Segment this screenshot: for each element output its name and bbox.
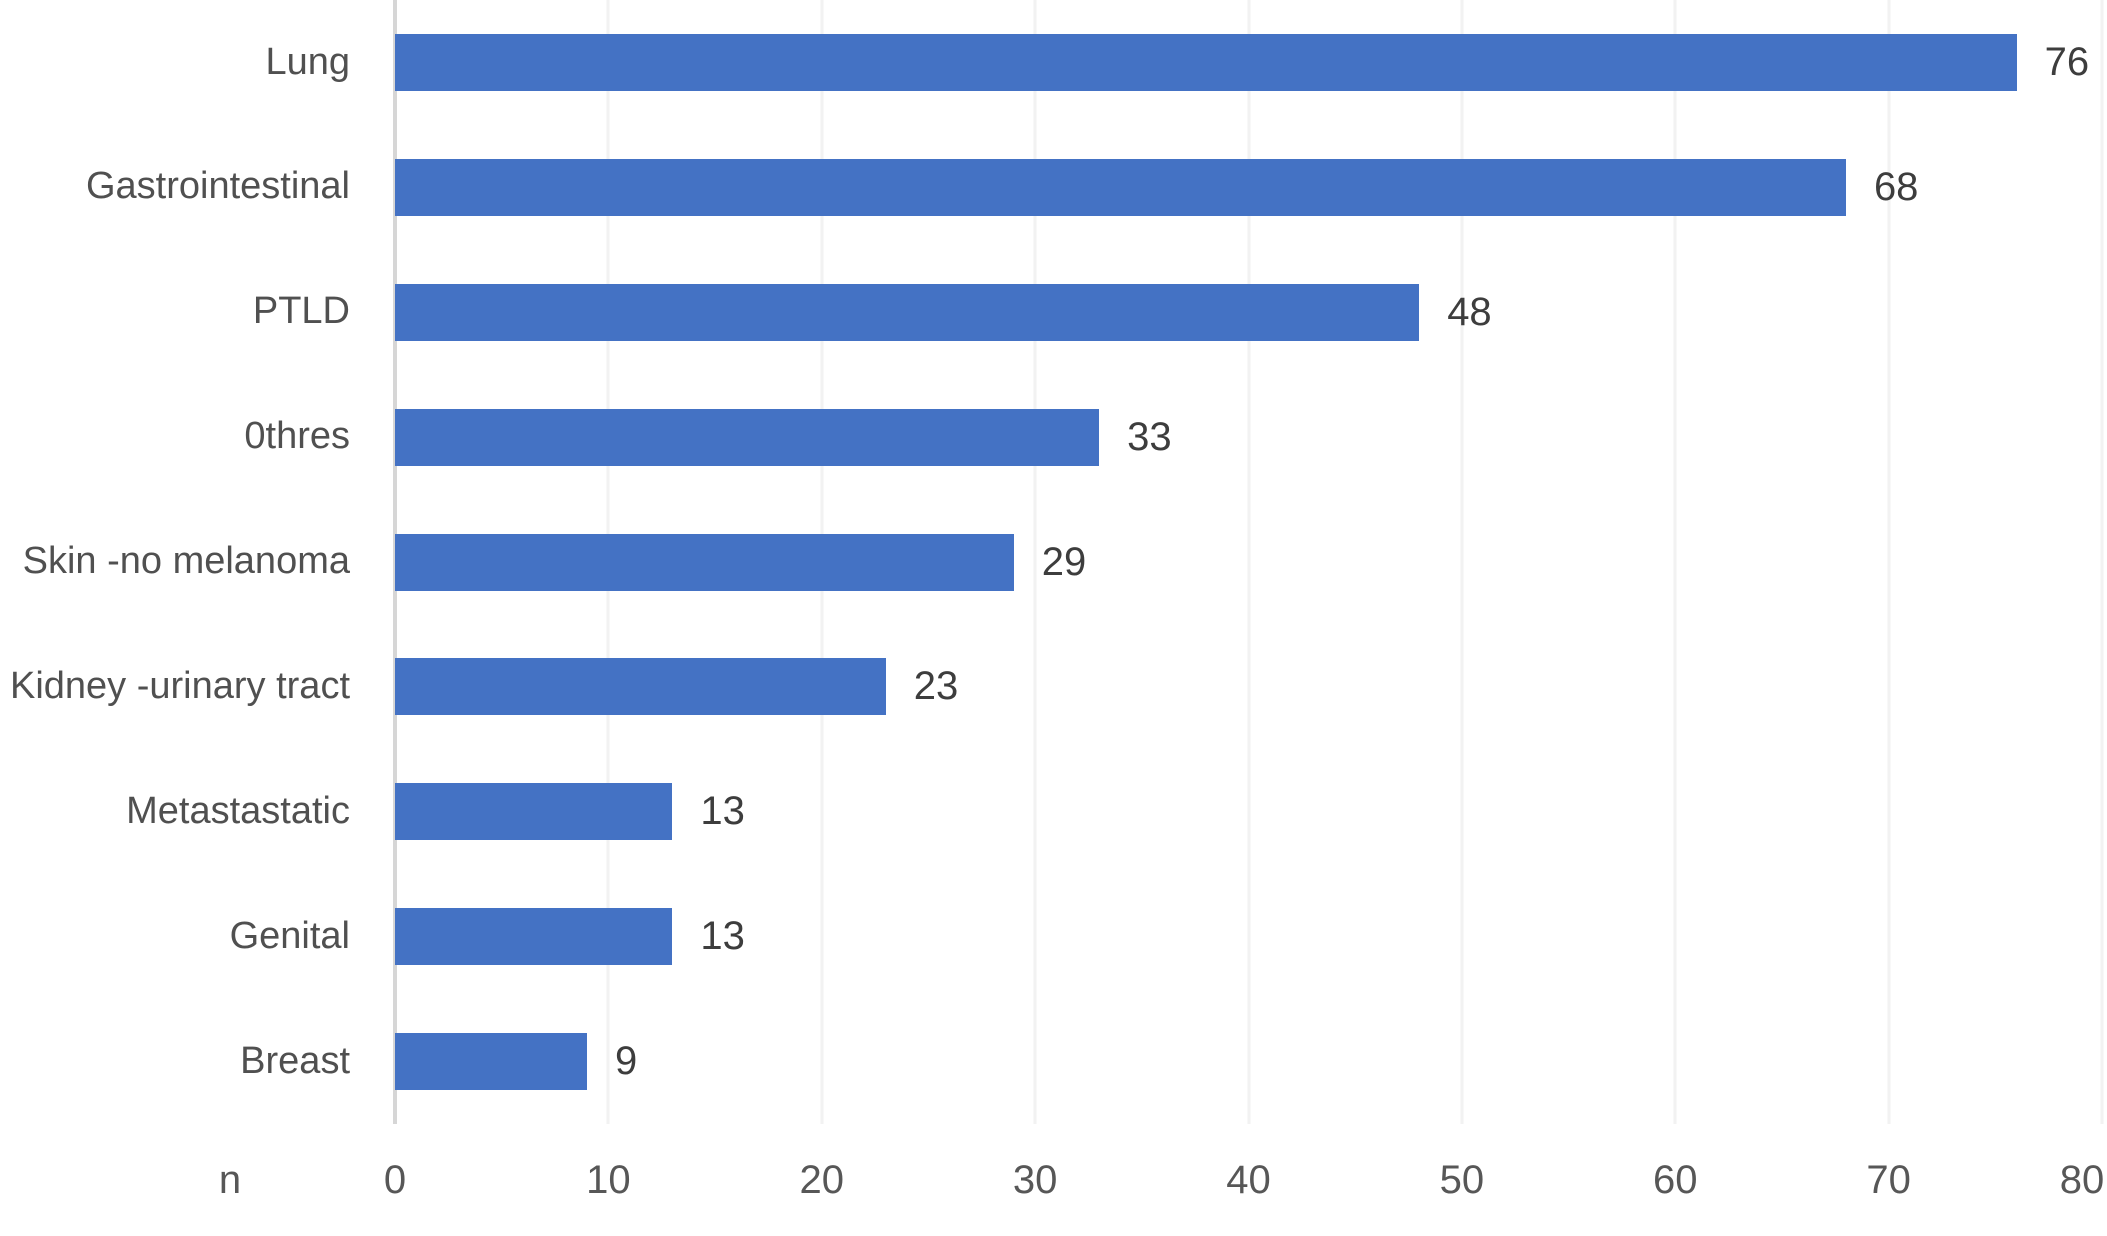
x-tick-label: 0 <box>383 1158 407 1202</box>
bar-row: Metastastatic 13 <box>0 749 2107 874</box>
gridline <box>1247 0 1250 1124</box>
bar <box>395 408 1100 466</box>
bar-row: Lung 76 <box>0 0 2107 125</box>
bar <box>395 658 886 716</box>
bar-row: Gastrointestinal 68 <box>0 125 2107 250</box>
value-label: 33 <box>1127 414 1172 459</box>
x-tick-label: 80 <box>2059 1158 2105 1202</box>
bar-row: Skin -no melanoma 29 <box>0 500 2107 625</box>
bar <box>395 158 1846 216</box>
bar <box>395 283 1420 341</box>
bar-row: Kidney -urinary tract 23 <box>0 624 2107 749</box>
value-label: 48 <box>1447 289 1492 334</box>
category-label: Metastastatic <box>126 789 350 832</box>
gridline <box>1460 0 1464 1124</box>
category-label: Lung <box>265 40 350 83</box>
value-label: 29 <box>1041 539 1087 584</box>
x-tick-label: 60 <box>1653 1158 1698 1202</box>
x-tick-label: 40 <box>1226 1158 1271 1202</box>
gridline <box>1033 0 1037 1124</box>
bar-row: Breast 9 <box>0 999 2107 1124</box>
x-axis-title: n <box>218 1158 242 1202</box>
bar <box>395 1033 588 1091</box>
value-label: 76 <box>2044 39 2090 84</box>
bar <box>395 33 2017 91</box>
category-label: Gastrointestinal <box>85 165 350 208</box>
value-label: 13 <box>700 789 745 834</box>
x-tick-label: 30 <box>1012 1158 1058 1202</box>
x-tick-label: 70 <box>1866 1158 1911 1202</box>
category-label: Kidney -urinary tract <box>9 665 350 707</box>
bar <box>395 908 673 966</box>
bar <box>395 533 1014 591</box>
category-label: Breast <box>240 1039 350 1082</box>
value-label: 13 <box>700 914 745 959</box>
category-label: Genital <box>229 914 350 957</box>
bar-rows: Lung 76 Gastrointestinal 68 PTLD 48 0thres 33 Sk… <box>0 0 2107 1124</box>
bar-row: PTLD 48 <box>0 250 2107 375</box>
x-tick-label: 20 <box>799 1158 845 1202</box>
gridline <box>1673 0 1677 1124</box>
category-label: 0thres <box>244 415 350 458</box>
x-tick-label: 10 <box>586 1158 631 1202</box>
value-label: 68 <box>1873 164 1919 209</box>
gridline <box>2100 0 2104 1124</box>
x-axis-tick-row: 0 10 20 30 40 50 60 70 80 <box>384 1150 2105 1210</box>
x-tick-label: 50 <box>1439 1158 1485 1202</box>
value-label: 9 <box>615 1039 638 1084</box>
bar-row: Genital 13 <box>0 874 2107 999</box>
category-label: Skin -no melanoma <box>22 540 350 583</box>
value-label: 23 <box>913 664 959 709</box>
bar <box>395 783 673 841</box>
gridline <box>1887 0 1891 1124</box>
bar-row: 0thres 33 <box>0 375 2107 500</box>
category-label: PTLD <box>252 290 350 333</box>
